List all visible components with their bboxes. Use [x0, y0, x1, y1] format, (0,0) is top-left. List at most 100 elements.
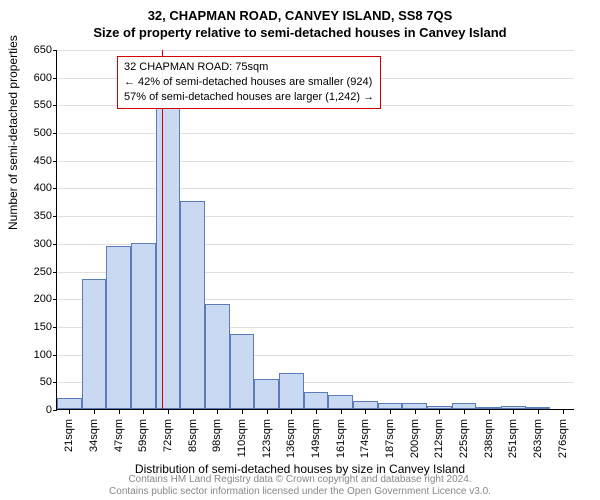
page-subtitle: Size of property relative to semi-detach… [0, 23, 600, 46]
annotation-box: 32 CHAPMAN ROAD: 75sqm← 42% of semi-deta… [117, 56, 381, 109]
y-tick-label: 100 [22, 349, 52, 361]
y-tick-label: 0 [22, 404, 52, 416]
histogram-bar [131, 243, 156, 409]
histogram-bar [180, 201, 205, 409]
y-tick-mark [53, 50, 57, 51]
x-tick-mark [415, 410, 416, 414]
x-tick-label: 123sqm [261, 419, 273, 467]
x-tick-mark [119, 410, 120, 414]
annotation-line: 57% of semi-detached houses are larger (… [124, 90, 374, 105]
y-tick-label: 650 [22, 44, 52, 56]
footer-attribution: Contains HM Land Registry data © Crown c… [0, 474, 600, 498]
x-tick-label: 187sqm [384, 419, 396, 467]
x-tick-label: 85sqm [187, 419, 199, 467]
grid-line [57, 216, 574, 217]
y-tick-mark [53, 188, 57, 189]
histogram-bar [476, 407, 501, 409]
x-tick-label: 34sqm [88, 419, 100, 467]
x-tick-mark [464, 410, 465, 414]
x-tick-mark [267, 410, 268, 414]
annotation-line: ← 42% of semi-detached houses are smalle… [124, 75, 374, 90]
histogram-bar [501, 406, 526, 409]
histogram-chart: 21sqm34sqm47sqm59sqm72sqm85sqm98sqm110sq… [56, 50, 574, 410]
y-axis-label: Number of semi-detached properties [6, 35, 20, 230]
x-tick-mark [365, 410, 366, 414]
x-tick-mark [242, 410, 243, 414]
y-tick-mark [53, 105, 57, 106]
histogram-bar [279, 373, 304, 409]
histogram-bar [427, 406, 452, 409]
x-tick-mark [193, 410, 194, 414]
x-tick-label: 238sqm [483, 419, 495, 467]
y-tick-mark [53, 355, 57, 356]
y-tick-mark [53, 78, 57, 79]
y-tick-label: 250 [22, 266, 52, 278]
x-tick-mark [513, 410, 514, 414]
grid-line [57, 188, 574, 189]
plot-area: 21sqm34sqm47sqm59sqm72sqm85sqm98sqm110sq… [56, 50, 574, 410]
x-tick-label: 225sqm [458, 419, 470, 467]
x-tick-mark [489, 410, 490, 414]
x-tick-mark [390, 410, 391, 414]
x-tick-label: 276sqm [557, 419, 569, 467]
histogram-bar [402, 403, 427, 409]
x-tick-mark [563, 410, 564, 414]
y-tick-mark [53, 382, 57, 383]
x-tick-label: 149sqm [310, 419, 322, 467]
grid-line [57, 161, 574, 162]
histogram-bar [328, 395, 353, 409]
x-tick-label: 47sqm [113, 419, 125, 467]
y-tick-label: 350 [22, 210, 52, 222]
y-tick-label: 50 [22, 376, 52, 388]
histogram-bar [353, 401, 378, 409]
x-tick-label: 59sqm [137, 419, 149, 467]
footer-line-1: Contains HM Land Registry data © Crown c… [0, 474, 600, 486]
x-tick-mark [69, 410, 70, 414]
x-tick-label: 200sqm [409, 419, 421, 467]
y-tick-mark [53, 133, 57, 134]
x-tick-label: 212sqm [433, 419, 445, 467]
histogram-bar [230, 334, 255, 409]
histogram-bar [378, 403, 403, 409]
x-tick-label: 21sqm [63, 419, 75, 467]
x-tick-label: 174sqm [359, 419, 371, 467]
histogram-bar [82, 279, 107, 409]
histogram-bar [57, 398, 82, 409]
x-tick-mark [143, 410, 144, 414]
y-tick-mark [53, 327, 57, 328]
x-tick-mark [439, 410, 440, 414]
y-tick-mark [53, 410, 57, 411]
x-tick-mark [291, 410, 292, 414]
page-title: 32, CHAPMAN ROAD, CANVEY ISLAND, SS8 7QS [0, 0, 600, 23]
x-tick-mark [538, 410, 539, 414]
x-tick-mark [168, 410, 169, 414]
y-tick-label: 500 [22, 127, 52, 139]
histogram-bar [304, 392, 329, 409]
histogram-bar [452, 403, 477, 409]
x-tick-label: 72sqm [162, 419, 174, 467]
y-tick-label: 200 [22, 293, 52, 305]
y-tick-label: 300 [22, 238, 52, 250]
grid-line [57, 133, 574, 134]
x-tick-label: 251sqm [507, 419, 519, 467]
x-tick-mark [94, 410, 95, 414]
annotation-line: 32 CHAPMAN ROAD: 75sqm [124, 60, 374, 75]
y-tick-mark [53, 272, 57, 273]
x-tick-mark [341, 410, 342, 414]
y-tick-mark [53, 216, 57, 217]
y-tick-mark [53, 299, 57, 300]
histogram-bar [526, 407, 551, 409]
x-tick-mark [217, 410, 218, 414]
y-tick-label: 550 [22, 99, 52, 111]
x-tick-label: 98sqm [211, 419, 223, 467]
y-tick-label: 400 [22, 182, 52, 194]
y-tick-label: 450 [22, 155, 52, 167]
y-tick-mark [53, 161, 57, 162]
y-tick-label: 150 [22, 321, 52, 333]
footer-line-2: Contains public sector information licen… [0, 486, 600, 498]
histogram-bar [106, 246, 131, 409]
y-tick-label: 600 [22, 72, 52, 84]
grid-line [57, 50, 574, 51]
x-tick-label: 110sqm [236, 419, 248, 467]
x-tick-label: 161sqm [335, 419, 347, 467]
